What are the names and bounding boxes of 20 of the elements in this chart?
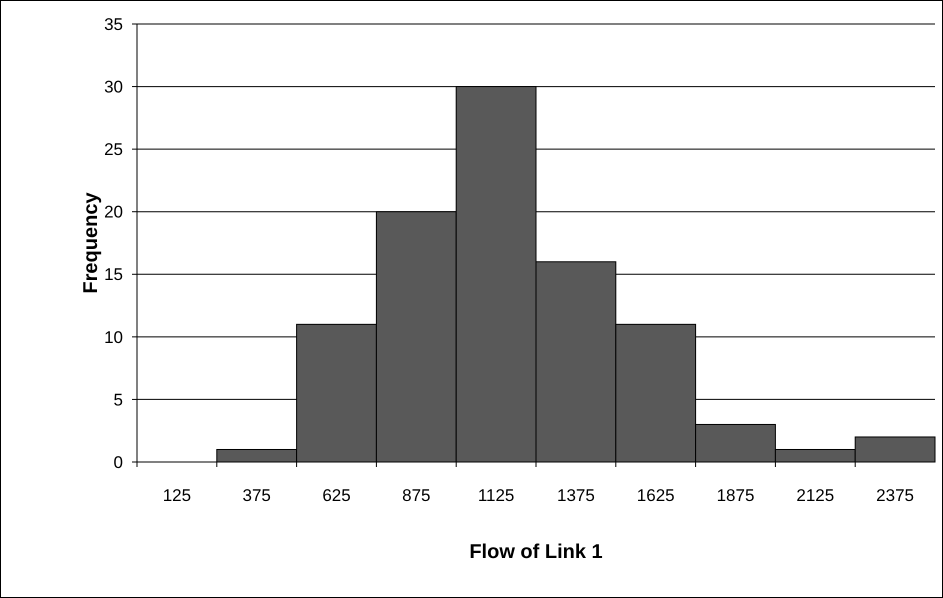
y-tick-label: 30 [104,78,123,97]
x-tick-label: 1375 [556,486,595,505]
x-tick-label: 625 [322,486,351,505]
y-axis-title: Frequency [80,192,102,294]
y-tick-label: 25 [104,140,123,160]
x-tick-label: 1875 [716,486,754,505]
x-axis-title: Flow of Link 1 [469,541,603,563]
x-tick-label: 2125 [796,486,834,505]
y-tick-label: 0 [114,452,123,472]
y-tick-label: 15 [104,265,123,284]
x-tick-label: 875 [402,486,430,505]
y-tick-label: 10 [104,328,123,347]
x-tick-label: 125 [162,486,192,505]
y-tick-label: 35 [104,14,123,34]
y-tick-label: 5 [114,390,123,410]
x-tick-label: 2375 [876,486,914,505]
x-tick-label: 1125 [478,486,514,505]
y-tick-label: 20 [104,202,123,222]
x-tick-label: 375 [242,486,271,505]
x-tick-label: 1625 [636,486,675,505]
